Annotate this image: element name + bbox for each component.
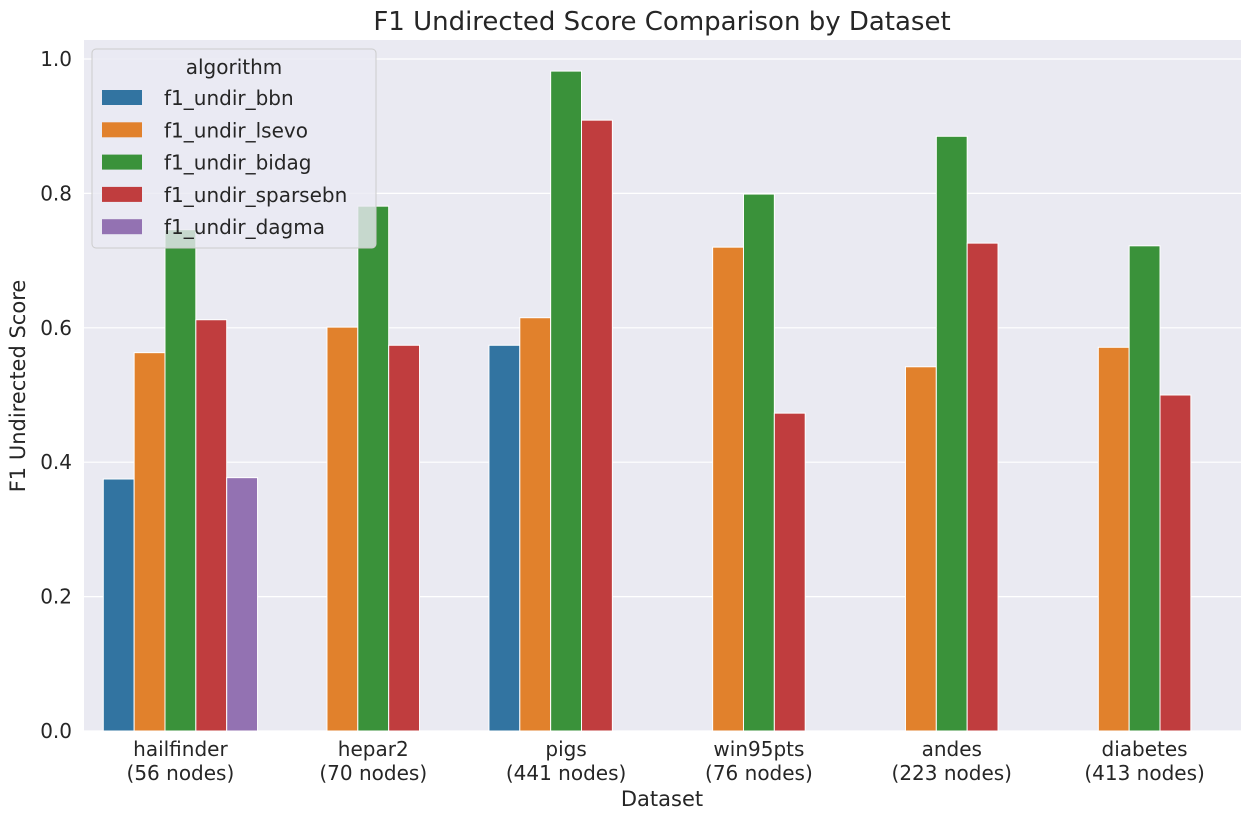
x-tick-label: win95pts — [713, 737, 804, 761]
legend-label-f1_undir_sparsebn: f1_undir_sparsebn — [164, 183, 347, 207]
bar-f1_undir_bidag — [164, 229, 197, 732]
legend: algorithm f1_undir_bbnf1_undir_lsevof1_u… — [91, 48, 377, 249]
bar-f1_undir_lsevo — [326, 326, 359, 732]
bar-f1_undir_sparsebn — [1159, 394, 1192, 732]
x-tick-label: (441 nodes) — [506, 761, 626, 785]
x-tick-label: hepar2 — [338, 737, 409, 761]
x-tick-label: (223 nodes) — [892, 761, 1012, 785]
bars — [102, 70, 1192, 732]
bar-f1_undir_sparsebn — [581, 119, 613, 732]
y-tick-label: 0.4 — [40, 450, 72, 474]
legend-swatch-f1_undir_dagma — [102, 219, 142, 235]
x-tick-label: (413 nodes) — [1084, 761, 1204, 785]
x-tick-label: diabetes — [1102, 737, 1188, 761]
legend-swatch-f1_undir_bidag — [102, 154, 142, 170]
bar-f1_undir_bbn — [488, 344, 521, 732]
bar-f1_undir_bidag — [935, 135, 968, 732]
y-tick-label: 0.6 — [40, 316, 72, 340]
legend-swatch-f1_undir_lsevo — [102, 122, 142, 138]
legend-title: algorithm — [186, 55, 283, 79]
bar-f1_undir_lsevo — [519, 317, 552, 732]
x-tick-label: pigs — [545, 737, 586, 761]
bar-f1_undir_lsevo — [1097, 346, 1130, 732]
bar-f1_undir_sparsebn — [773, 412, 806, 732]
y-tick-label: 0.0 — [40, 719, 72, 743]
bar-f1_undir_sparsebn — [966, 242, 999, 732]
legend-label-f1_undir_dagma: f1_undir_dagma — [164, 215, 325, 239]
bar-f1_undir_sparsebn — [388, 344, 421, 732]
bar-f1_undir_sparsebn — [195, 319, 228, 732]
bar-f1_undir_bidag — [550, 70, 583, 732]
bar-f1_undir_bidag — [357, 205, 390, 732]
legend-items: f1_undir_bbn f1_undir_lsevo f1_undir_bidag… — [102, 86, 347, 239]
y-axis-label: F1 Undirected Score — [6, 280, 30, 493]
x-tick-label: hailfinder — [133, 737, 228, 761]
x-tick-label: (56 nodes) — [127, 761, 235, 785]
legend-label-f1_undir_bbn: f1_undir_bbn — [164, 86, 294, 110]
x-axis-label: Dataset — [621, 787, 703, 811]
chart-title: F1 Undirected Score Comparison by Datase… — [373, 7, 950, 37]
bar-f1_undir_lsevo — [712, 246, 744, 732]
grid-lines — [84, 58, 1241, 732]
y-tick-label: 1.0 — [40, 47, 72, 71]
y-tick-label: 0.8 — [40, 181, 72, 205]
x-tick-label: (76 nodes) — [705, 761, 813, 785]
bar-f1_undir_bidag — [742, 193, 775, 732]
bar-f1_undir_bbn — [102, 478, 135, 732]
bar-f1_undir_dagma — [226, 477, 259, 732]
bar-f1_undir_lsevo — [904, 366, 937, 732]
y-tick-label: 0.2 — [40, 585, 72, 609]
x-tick-labels: hailfinder(56 nodes) hepar2(70 nodes) pigs… — [127, 737, 1205, 785]
legend-swatch-f1_undir_bbn — [102, 90, 142, 105]
legend-label-f1_undir_lsevo: f1_undir_lsevo — [164, 118, 308, 142]
x-tick-label: andes — [922, 737, 982, 761]
x-tick-label: (70 nodes) — [319, 761, 427, 785]
legend-box — [91, 48, 377, 249]
legend-swatch-f1_undir_sparsebn — [102, 186, 142, 202]
bar-f1_undir_bidag — [1128, 245, 1161, 732]
bar-f1_undir_lsevo — [133, 352, 166, 732]
legend-label-f1_undir_bidag: f1_undir_bidag — [164, 151, 312, 175]
y-tick-labels: 0.0 0.2 0.4 0.6 0.8 1.0 — [40, 47, 72, 743]
